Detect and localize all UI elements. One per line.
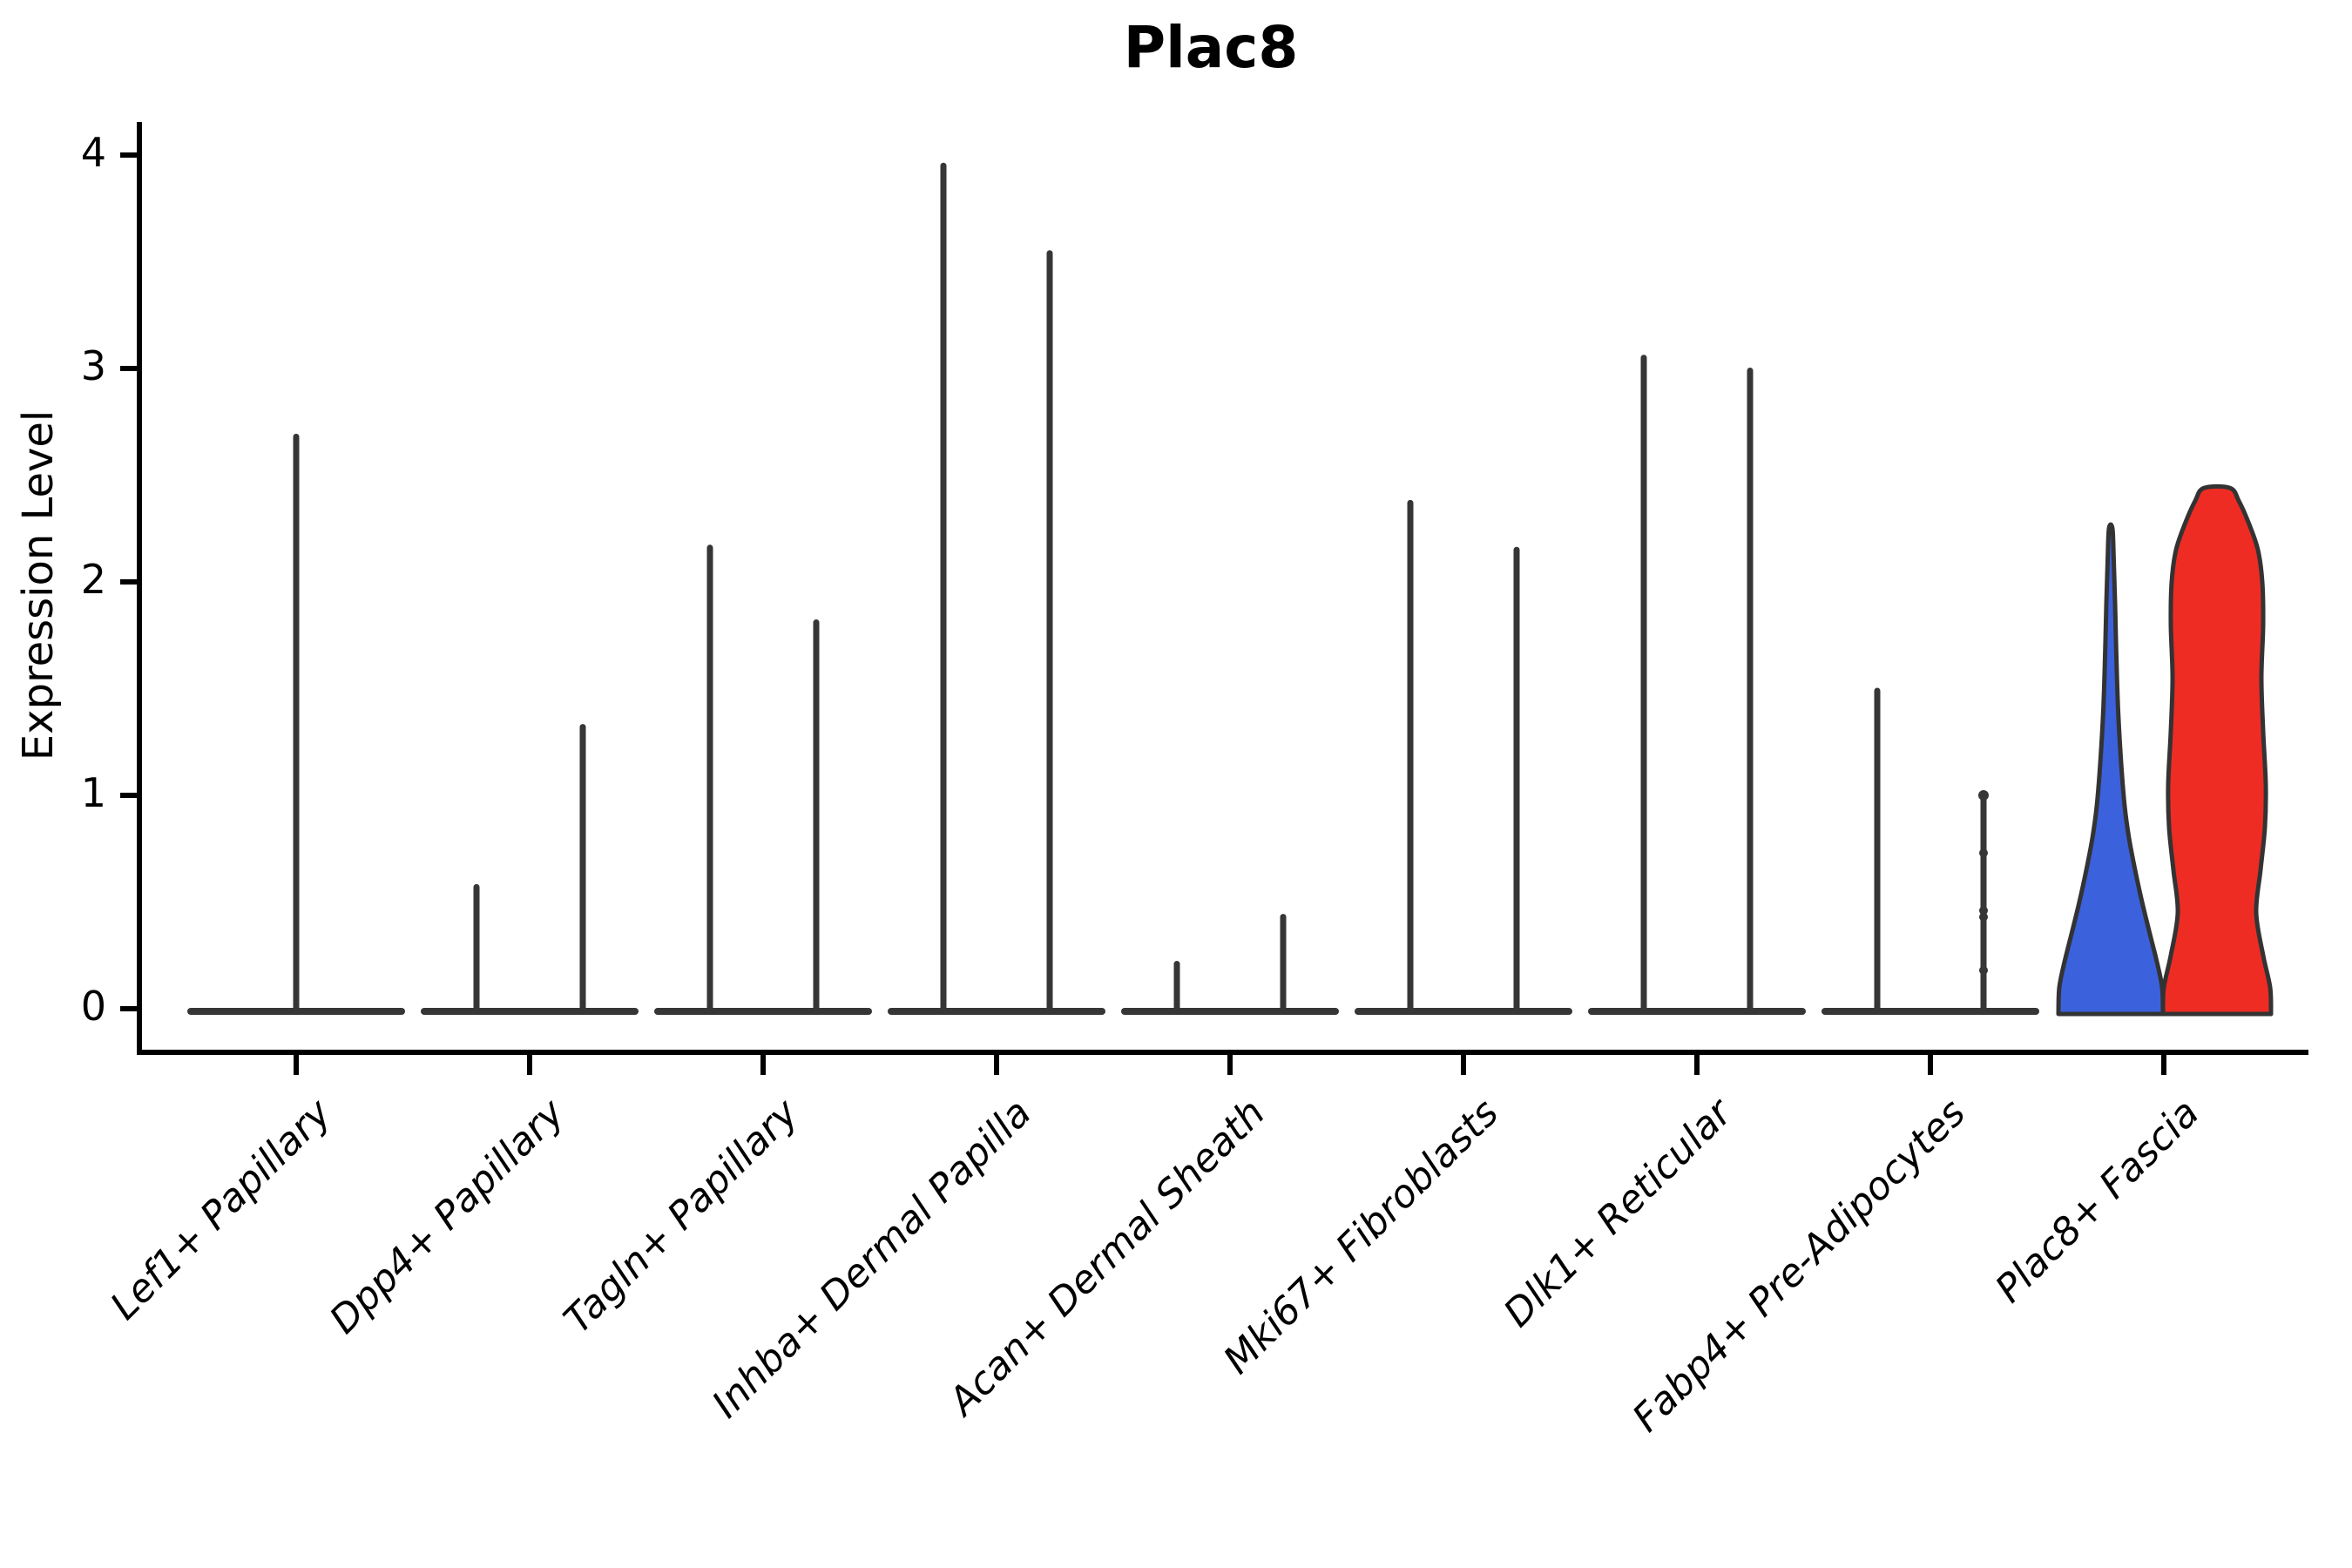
y-tick-label: 0 [80,983,106,1030]
violin-blue-plac8-fascia [2056,522,2166,1017]
expression-point [1978,790,1989,801]
chart-title: Plac8 [1123,14,1299,81]
y-tick-label: 1 [80,769,106,816]
y-tick-label: 2 [80,556,106,603]
expression-point [1979,965,1988,975]
y-tick-label: 3 [80,342,106,389]
y-tick-label: 4 [80,129,106,176]
expression-point [1979,906,1988,916]
expression-point [1979,848,1988,858]
violin-red-plac8-fascia [2160,483,2274,1017]
expression-point [1979,912,1988,922]
